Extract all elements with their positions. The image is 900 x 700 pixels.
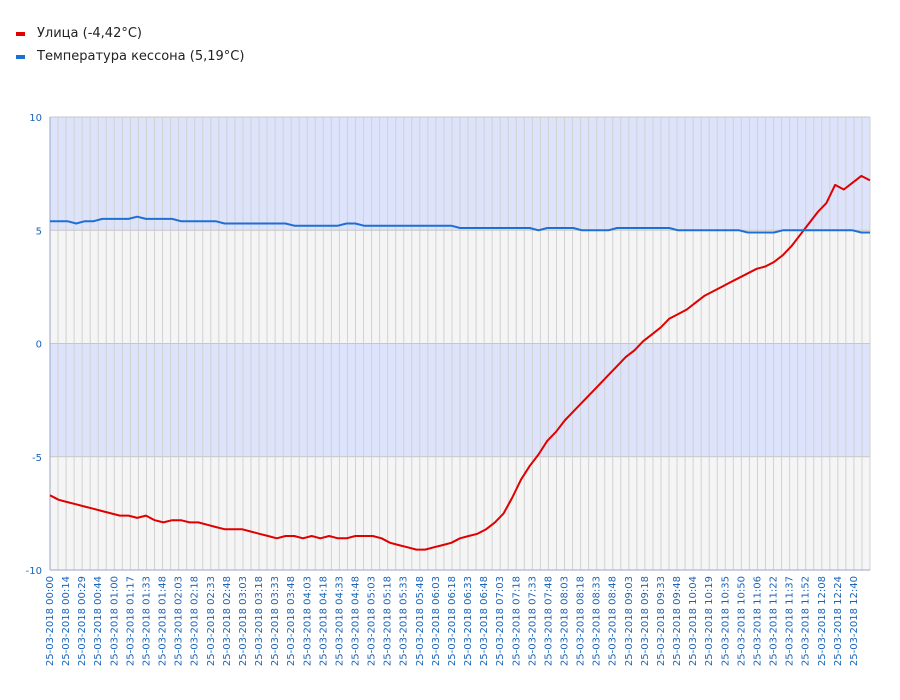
x-tick-label: 25-03-2018 09:18: [640, 576, 651, 666]
x-tick-label: 25-03-2018 03:48: [286, 576, 297, 666]
x-tick-label: 25-03-2018 00:44: [93, 576, 104, 666]
x-tick-label: 25-03-2018 08:48: [608, 576, 619, 666]
x-tick-label: 25-03-2018 02:33: [206, 576, 217, 666]
x-tick-label: 25-03-2018 10:19: [704, 576, 715, 666]
x-tick-label: 25-03-2018 03:18: [254, 576, 265, 666]
x-tick-label: 25-03-2018 10:04: [688, 576, 699, 666]
x-tick-label: 25-03-2018 04:03: [302, 576, 313, 666]
x-tick-label: 25-03-2018 11:06: [752, 576, 763, 666]
series-line-street: [49, 174, 871, 551]
x-tick-label: 25-03-2018 02:18: [190, 576, 201, 666]
x-tick-label: 25-03-2018 00:00: [45, 576, 56, 666]
x-tick-label: 25-03-2018 01:17: [125, 576, 136, 666]
legend: Улица (-4,42°C) Температура кессона (5,1…: [16, 22, 244, 68]
legend-label-street: Улица (-4,42°C): [37, 26, 142, 41]
legend-item-caisson: Температура кессона (5,19°C): [16, 45, 244, 68]
x-tick-label: 25-03-2018 00:14: [61, 576, 72, 666]
legend-label-caisson: Температура кессона (5,19°C): [37, 49, 245, 64]
x-tick-label: 25-03-2018 07:18: [511, 576, 522, 666]
x-tick-label: 25-03-2018 09:33: [656, 576, 667, 666]
x-tick-label: 25-03-2018 09:48: [672, 576, 683, 666]
x-tick-label: 25-03-2018 11:37: [785, 576, 796, 666]
x-tick-label: 25-03-2018 01:00: [109, 576, 120, 666]
x-tick-label: 25-03-2018 06:48: [479, 576, 490, 666]
x-tick-label: 25-03-2018 11:22: [769, 576, 780, 666]
x-tick-label: 25-03-2018 06:33: [463, 576, 474, 666]
legend-swatch-caisson: [16, 54, 25, 59]
x-tick-label: 25-03-2018 04:48: [350, 576, 361, 666]
x-tick-label: 25-03-2018 02:03: [174, 576, 185, 666]
y-tick-label: 5: [36, 226, 42, 237]
x-tick-label: 25-03-2018 01:33: [141, 576, 152, 666]
x-tick-label: 25-03-2018 01:48: [158, 576, 169, 666]
x-tick-label: 25-03-2018 12:24: [833, 576, 844, 666]
x-tick-label: 25-03-2018 04:18: [318, 576, 329, 666]
x-tick-label: 25-03-2018 10:35: [720, 576, 731, 666]
legend-swatch-street: [16, 31, 25, 36]
x-tick-label: 25-03-2018 03:03: [238, 576, 249, 666]
x-tick-label: 25-03-2018 08:03: [560, 576, 571, 666]
x-tick-label: 25-03-2018 04:33: [334, 576, 345, 666]
x-tick-label: 25-03-2018 08:18: [576, 576, 587, 666]
x-tick-label: 25-03-2018 05:48: [415, 576, 426, 666]
x-tick-label: 25-03-2018 05:33: [399, 576, 410, 666]
y-tick-label: 10: [29, 113, 42, 124]
x-tick-label: 25-03-2018 06:18: [447, 576, 458, 666]
x-tick-label: 25-03-2018 05:18: [383, 576, 394, 666]
x-tick-label: 25-03-2018 05:03: [367, 576, 378, 666]
x-tick-label: 25-03-2018 03:33: [270, 576, 281, 666]
x-tick-label: 25-03-2018 07:48: [543, 576, 554, 666]
x-tick-label: 25-03-2018 09:03: [624, 576, 635, 666]
x-tick-label: 25-03-2018 02:48: [222, 576, 233, 666]
series-line-caisson: [50, 215, 870, 234]
x-tick-label: 25-03-2018 10:50: [736, 576, 747, 666]
x-tick-label: 25-03-2018 11:52: [801, 576, 812, 666]
x-tick-label: 25-03-2018 12:08: [817, 576, 828, 666]
x-tick-label: 25-03-2018 07:33: [527, 576, 538, 666]
y-tick-label: -5: [32, 453, 42, 464]
x-tick-label: 25-03-2018 08:33: [592, 576, 603, 666]
y-tick-label: 0: [36, 340, 42, 351]
x-tick-label: 25-03-2018 00:29: [77, 576, 88, 666]
x-tick-label: 25-03-2018 12:40: [849, 576, 860, 666]
x-tick-label: 25-03-2018 06:03: [431, 576, 442, 666]
x-tick-label: 25-03-2018 07:03: [495, 576, 506, 666]
legend-item-street: Улица (-4,42°C): [16, 22, 244, 45]
y-tick-label: -10: [26, 566, 42, 577]
